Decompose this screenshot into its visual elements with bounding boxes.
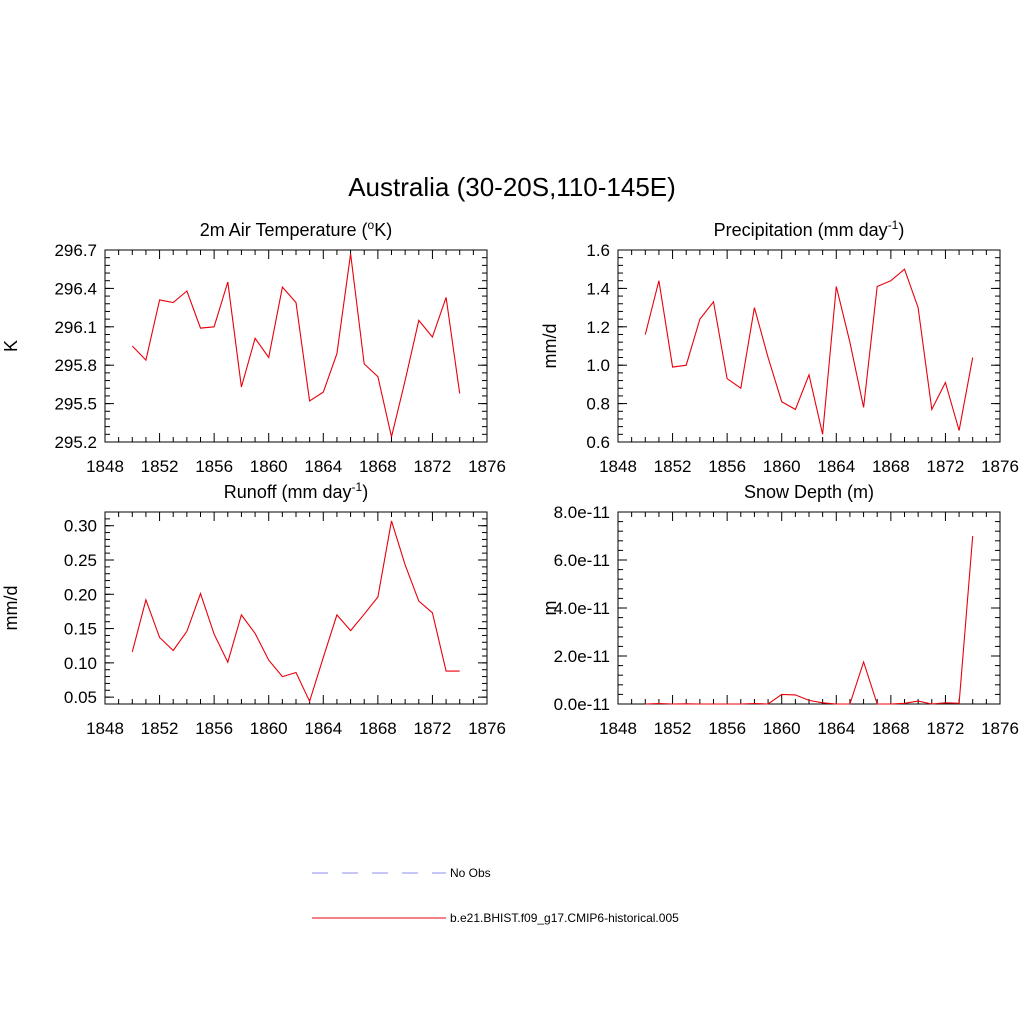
x-tick-label: 1852: [654, 719, 692, 738]
x-tick-label: 1860: [763, 719, 801, 738]
x-tick-label: 1848: [86, 719, 124, 738]
y-tick-label: 1.6: [586, 241, 610, 260]
plot-frame: [617, 249, 1001, 443]
x-tick-label: 1852: [141, 457, 179, 476]
x-tick-label: 1864: [817, 719, 855, 738]
y-tick-label: 1.4: [586, 279, 610, 298]
x-tick-label: 1848: [599, 719, 637, 738]
series-line-temperature: [131, 253, 461, 438]
y-tick-label: 0.05: [64, 688, 97, 707]
x-tick-label: 1864: [817, 457, 855, 476]
series-line-runoff: [131, 520, 460, 703]
x-tick-label: 1856: [195, 457, 233, 476]
y-axis-label: K: [1, 340, 21, 352]
x-tick-label: 1856: [708, 719, 746, 738]
series-line-snow-depth: [645, 535, 974, 705]
y-tick-label: 295.2: [54, 433, 97, 452]
y-tick-label: 6.0e-11: [554, 551, 610, 570]
y-tick-label: 295.5: [54, 395, 97, 414]
y-tick-label: 0.20: [64, 585, 97, 604]
plot-frame: [617, 511, 1001, 705]
y-tick-label: 8.0e-11: [554, 503, 610, 522]
x-tick-label: 1868: [872, 457, 910, 476]
x-tick-label: 1860: [250, 457, 288, 476]
panel-title: Runoff (mm day-1): [224, 480, 368, 502]
figure-title: Australia (30-20S,110-145E): [348, 172, 676, 202]
panel-snow-depth: Snow Depth (m) m 1848 1852 1856 1860 1864 1868 1…: [540, 482, 1019, 738]
x-tick-label: 1856: [195, 719, 233, 738]
x-tick-label: 1864: [304, 719, 342, 738]
legend-obs-label: No Obs: [450, 866, 491, 880]
y-axis-label: mm/d: [1, 586, 21, 631]
y-tick-label: 0.25: [64, 551, 97, 570]
y-tick-label: 295.8: [54, 356, 97, 375]
y-tick-label: 0.15: [64, 620, 97, 639]
plot-frame: [104, 249, 488, 443]
x-tick-label: 1852: [141, 719, 179, 738]
y-tick-label: 2.0e-11: [554, 647, 610, 666]
y-axis-label: mm/d: [540, 324, 560, 369]
x-tick-label: 1856: [708, 457, 746, 476]
x-tick-label: 1848: [599, 457, 637, 476]
y-tick-label: 0.30: [64, 517, 97, 536]
y-tick-label: 296.4: [54, 279, 97, 298]
x-tick-label: 1876: [981, 457, 1019, 476]
y-tick-label: 1.2: [586, 318, 610, 337]
y-tick-label: 4.0e-11: [554, 599, 610, 618]
x-tick-label: 1876: [981, 719, 1019, 738]
panels: 2m Air Temperature (oK) K 1848 1852 1856 1860…: [1, 218, 1019, 738]
y-tick-label: 0.8: [586, 395, 610, 414]
x-tick-label: 1876: [468, 457, 506, 476]
y-tick-label: 296.7: [54, 241, 97, 260]
legend-model-label: b.e21.BHIST.f09_g17.CMIP6-historical.005: [450, 911, 679, 925]
x-tick-label: 1860: [763, 457, 801, 476]
y-tick-label: 296.1: [54, 318, 97, 337]
y-axis-label: m: [540, 601, 560, 616]
panel-title: 2m Air Temperature (oK): [200, 218, 392, 240]
panel-title: Snow Depth (m): [744, 482, 874, 502]
x-tick-label: 1872: [414, 719, 452, 738]
panel-runoff: Runoff (mm day-1) mm/d 1848 1852 1856 1860 186…: [1, 480, 506, 738]
y-tick-label: 0.6: [586, 433, 610, 452]
panel-precipitation: Precipitation (mm day-1) mm/d 1848 1852 1856…: [540, 218, 1019, 476]
x-tick-label: 1872: [927, 719, 965, 738]
x-tick-label: 1876: [468, 719, 506, 738]
legend: No Obs b.e21.BHIST.f09_g17.CMIP6-histori…: [312, 866, 679, 925]
plot-frame: [104, 511, 488, 705]
x-tick-label: 1848: [86, 457, 124, 476]
x-tick-label: 1872: [927, 457, 965, 476]
panel-temperature: 2m Air Temperature (oK) K 1848 1852 1856 1860…: [1, 218, 506, 476]
x-tick-label: 1852: [654, 457, 692, 476]
series-line-precipitation: [644, 268, 974, 435]
y-tick-label: 0.10: [64, 654, 97, 673]
x-tick-label: 1872: [414, 457, 452, 476]
x-tick-label: 1864: [304, 457, 342, 476]
x-tick-label: 1868: [359, 719, 397, 738]
x-tick-label: 1868: [359, 457, 397, 476]
x-tick-label: 1868: [872, 719, 910, 738]
panel-title: Precipitation (mm day-1): [714, 218, 905, 240]
y-tick-label: 0.0e-11: [554, 695, 610, 714]
y-tick-label: 1.0: [586, 356, 610, 375]
x-tick-label: 1860: [250, 719, 288, 738]
